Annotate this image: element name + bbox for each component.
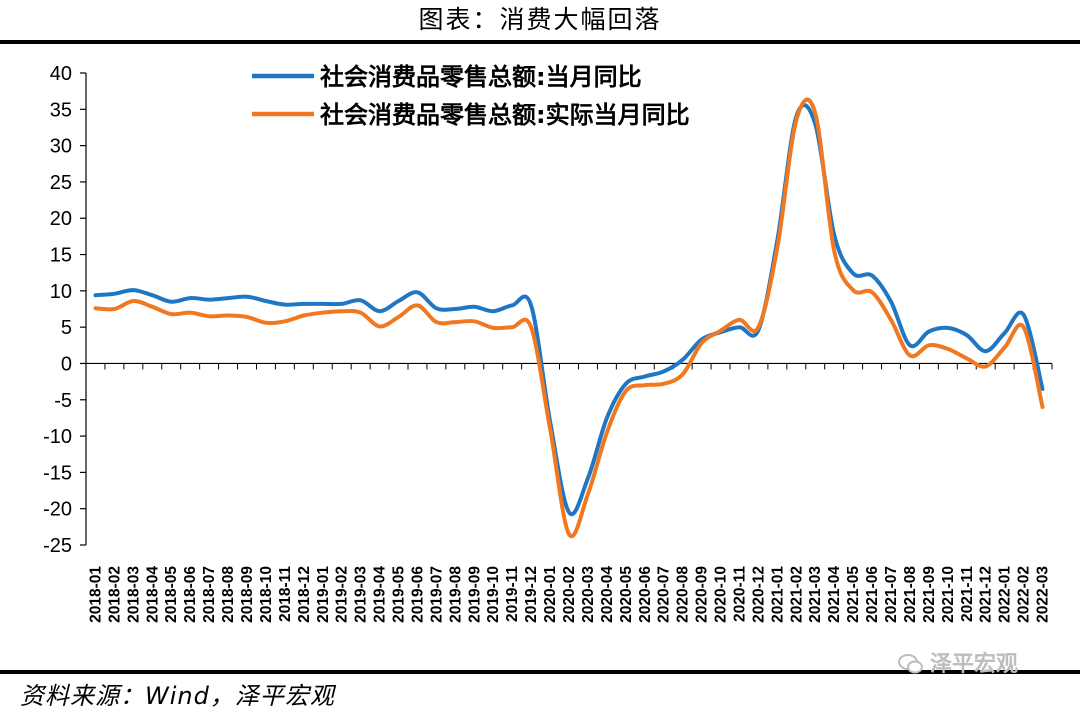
x-tick-label: 2019-08 <box>447 566 464 623</box>
x-axis: 2018-01 2018-02 2018-03 2018-04 2018-05 2018-… <box>85 362 1053 623</box>
x-tick-label: 2020-04 <box>599 566 616 623</box>
top-rule <box>0 40 1080 44</box>
x-tick-label: 2021-10 <box>940 566 957 623</box>
x-tick-label: 2018-03 <box>125 566 142 623</box>
legend-label-2: 社会消费品零售总额:实际当月同比 <box>320 101 690 129</box>
x-tick-label: 2018-11 <box>277 566 294 622</box>
x-tick-label: 2019-07 <box>428 566 445 623</box>
x-tick-label: 2021-07 <box>883 566 900 623</box>
y-tick-label: -10 <box>43 426 72 448</box>
x-tick-label: 2021-09 <box>921 566 938 623</box>
x-tick-label: 2020-09 <box>694 566 711 623</box>
x-tick-label: 2018-06 <box>182 566 199 623</box>
watermark-text: 泽平宏观 <box>930 652 1019 677</box>
y-tick-label: 15 <box>50 245 72 267</box>
y-tick-label: -20 <box>43 499 72 521</box>
x-tick-label: 2020-11 <box>731 566 748 622</box>
figure-title: 图表：消费大幅回落 <box>418 5 662 34</box>
x-tick-label: 2021-08 <box>902 566 919 623</box>
y-tick-label: 25 <box>50 172 72 194</box>
x-tick-label: 2019-09 <box>466 566 483 623</box>
x-tick-label: 2019-01 <box>315 566 332 623</box>
y-axis: 40 35 30 25 20 15 10 5 0 -5 -10 -15 -20 -25 <box>43 63 87 557</box>
y-tick-label: 40 <box>50 63 72 85</box>
x-tick-label: 2021-02 <box>788 566 805 623</box>
y-tick-label: 35 <box>50 99 72 121</box>
y-tick-label: -5 <box>54 390 72 412</box>
x-tick-label: 2021-12 <box>978 566 995 623</box>
x-tick-label: 2018-12 <box>296 566 313 623</box>
x-tick-label: 2021-05 <box>845 566 862 623</box>
x-tick-label: 2020-03 <box>580 566 597 623</box>
x-tick-label: 2019-12 <box>523 566 540 623</box>
x-tick-label: 2018-05 <box>163 566 180 623</box>
x-tick-label: 2022-02 <box>1016 566 1033 623</box>
x-tick-label: 2019-11 <box>504 566 521 622</box>
y-tick-label: 0 <box>61 353 72 375</box>
x-tick-label: 2019-03 <box>353 566 370 623</box>
bottom-rule <box>0 670 1080 674</box>
x-tick-label: 2018-08 <box>220 566 237 623</box>
x-tick-label: 2018-02 <box>106 566 123 623</box>
x-tick-label: 2021-03 <box>807 566 824 623</box>
series-layer <box>93 97 1045 539</box>
x-tick-label: 2020-06 <box>637 566 654 623</box>
series-line-1 <box>93 103 1045 517</box>
x-tick-label: 2018-10 <box>258 566 275 623</box>
x-tick-label: 2018-04 <box>144 566 161 623</box>
x-tick-label: 2018-09 <box>239 566 256 623</box>
x-tick-label: 2020-12 <box>750 566 767 623</box>
series-line-2 <box>93 97 1045 539</box>
y-tick-label: 30 <box>50 136 72 158</box>
x-tick-label: 2021-01 <box>769 566 786 623</box>
x-tick-label: 2020-07 <box>656 566 673 623</box>
x-tick-label: 2020-01 <box>542 566 559 623</box>
x-tick-label: 2020-05 <box>618 566 635 623</box>
x-tick-label: 2022-03 <box>1035 566 1052 623</box>
y-tick-label: 20 <box>50 208 72 230</box>
x-tick-label: 2018-01 <box>87 566 104 623</box>
x-tick-label: 2021-11 <box>959 566 976 622</box>
x-tick-label: 2019-04 <box>372 566 389 623</box>
x-tick-label: 2020-02 <box>561 566 578 623</box>
x-tick-label: 2020-10 <box>713 566 730 623</box>
x-tick-label: 2018-07 <box>201 566 218 623</box>
x-tick-label: 2019-10 <box>485 566 502 623</box>
watermark: 泽平宏观 <box>898 652 1018 678</box>
y-tick-label: 10 <box>50 281 72 303</box>
y-tick-label: -15 <box>43 462 72 484</box>
x-tick-label: 2022-01 <box>997 566 1014 623</box>
x-tick-label: 2021-06 <box>864 566 881 623</box>
wechat-icon <box>898 654 923 674</box>
x-tick-label: 2019-05 <box>391 566 408 623</box>
y-tick-label: 5 <box>61 317 72 339</box>
x-tick-label: 2021-04 <box>826 566 843 623</box>
x-tick-label: 2019-06 <box>409 566 426 623</box>
source-note: 资料来源：Wind，泽平宏观 <box>20 682 335 710</box>
y-tick-label: -25 <box>43 535 72 557</box>
x-tick-label: 2019-02 <box>334 566 351 623</box>
legend-label-1: 社会消费品零售总额:当月同比 <box>320 63 642 91</box>
x-tick-label: 2020-08 <box>675 566 692 623</box>
